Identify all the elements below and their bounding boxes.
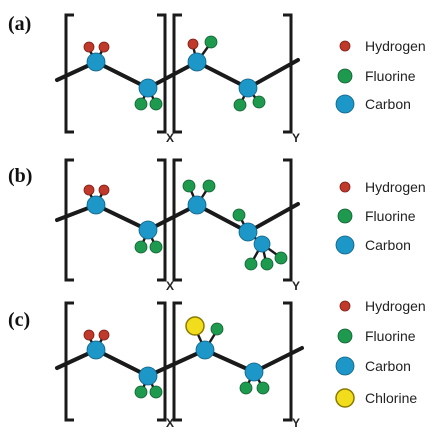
carbon-atom — [87, 196, 105, 214]
carbon-atom — [139, 221, 157, 239]
legend-chlorine-label: Chlorine — [365, 390, 417, 406]
carbon-atom — [139, 79, 157, 97]
legend-carbon-swatch — [336, 95, 354, 113]
panel-a: (a) X Y Hydrogen — [8, 13, 426, 145]
carbon-atom — [188, 196, 206, 214]
panel-b-label: (b) — [8, 165, 32, 187]
legend-hydrogen-swatch — [340, 41, 350, 51]
chlorine-atom — [186, 317, 204, 335]
legend-fluorine-swatch — [338, 69, 352, 83]
fluorine-atom — [233, 209, 245, 221]
carbon-atom — [239, 79, 257, 97]
hydrogen-atom — [188, 39, 198, 49]
panel-c: (c) X Y Hydrogen Fluorine — [8, 298, 426, 430]
fluorine-atom — [205, 36, 217, 48]
hydrogen-atom — [99, 42, 109, 52]
legend-fluorine-label: Fluorine — [365, 68, 416, 84]
subscript-y: Y — [292, 131, 300, 145]
hydrogen-atom — [84, 185, 94, 195]
carbon-atom — [87, 341, 105, 359]
legend-a: Hydrogen Fluorine Carbon — [336, 38, 426, 113]
carbon-atom — [196, 341, 214, 359]
hydrogen-atom — [99, 185, 109, 195]
fluorine-atom — [275, 252, 287, 264]
subscript-x: X — [166, 131, 174, 145]
fluorine-atom — [150, 98, 162, 110]
fluorine-atom — [261, 258, 273, 270]
subscript-x: X — [166, 416, 174, 430]
fluorine-atom — [150, 386, 162, 398]
panel-b: (b) X Y Hy — [8, 160, 426, 293]
fluorine-atom — [245, 258, 257, 270]
subscript-x: X — [166, 279, 174, 293]
fluorine-atom — [257, 382, 269, 394]
bracket-x-close — [157, 15, 165, 132]
legend-carbon-swatch — [336, 236, 354, 254]
legend-carbon-swatch — [336, 357, 354, 375]
fluorine-atom — [135, 386, 147, 398]
legend-fluorine-label: Fluorine — [365, 328, 416, 344]
hydrogen-atom — [84, 330, 94, 340]
carbon-atom — [139, 367, 157, 385]
legend-hydrogen-swatch — [340, 301, 350, 311]
subscript-y: Y — [292, 416, 300, 430]
legend-hydrogen-label: Hydrogen — [365, 38, 426, 54]
panel-c-label: (c) — [8, 309, 30, 331]
legend-fluorine-label: Fluorine — [365, 208, 416, 224]
carbon-atom — [87, 53, 105, 71]
fluorine-atom — [253, 96, 265, 108]
carbon-atom — [188, 53, 206, 71]
carbon-atom — [254, 236, 270, 252]
hydrogen-atom — [99, 330, 109, 340]
legend-fluorine-swatch — [338, 329, 352, 343]
legend-carbon-label: Carbon — [365, 237, 411, 253]
bracket-y-close — [283, 303, 291, 420]
fluorine-atom — [150, 241, 162, 253]
legend-hydrogen-label: Hydrogen — [365, 298, 426, 314]
bracket-x-open — [66, 160, 74, 280]
legend-carbon-label: Carbon — [365, 358, 411, 374]
legend-b: Hydrogen Fluorine Carbon — [336, 179, 426, 254]
fluorine-atom — [234, 99, 246, 111]
bracket-x-close — [157, 303, 165, 420]
legend-chlorine-swatch — [336, 389, 354, 407]
carbon-atom — [245, 363, 263, 381]
legend-c: Hydrogen Fluorine Carbon Chlorine — [336, 298, 426, 407]
subscript-y: Y — [292, 279, 300, 293]
bracket-y-open — [174, 160, 182, 280]
hydrogen-atom — [84, 42, 94, 52]
legend-carbon-label: Carbon — [365, 96, 411, 112]
fluorine-atom — [135, 241, 147, 253]
bracket-y-close — [283, 15, 291, 132]
panel-a-label: (a) — [8, 13, 31, 35]
fluorine-atom — [203, 180, 215, 192]
legend-fluorine-swatch — [338, 209, 352, 223]
fluorine-atom — [240, 382, 252, 394]
fluorine-atom — [211, 323, 223, 335]
carbon-atom — [239, 223, 257, 241]
legend-hydrogen-swatch — [340, 182, 350, 192]
fluorine-atom — [183, 180, 195, 192]
fluorine-atom — [135, 98, 147, 110]
legend-hydrogen-label: Hydrogen — [365, 179, 426, 195]
